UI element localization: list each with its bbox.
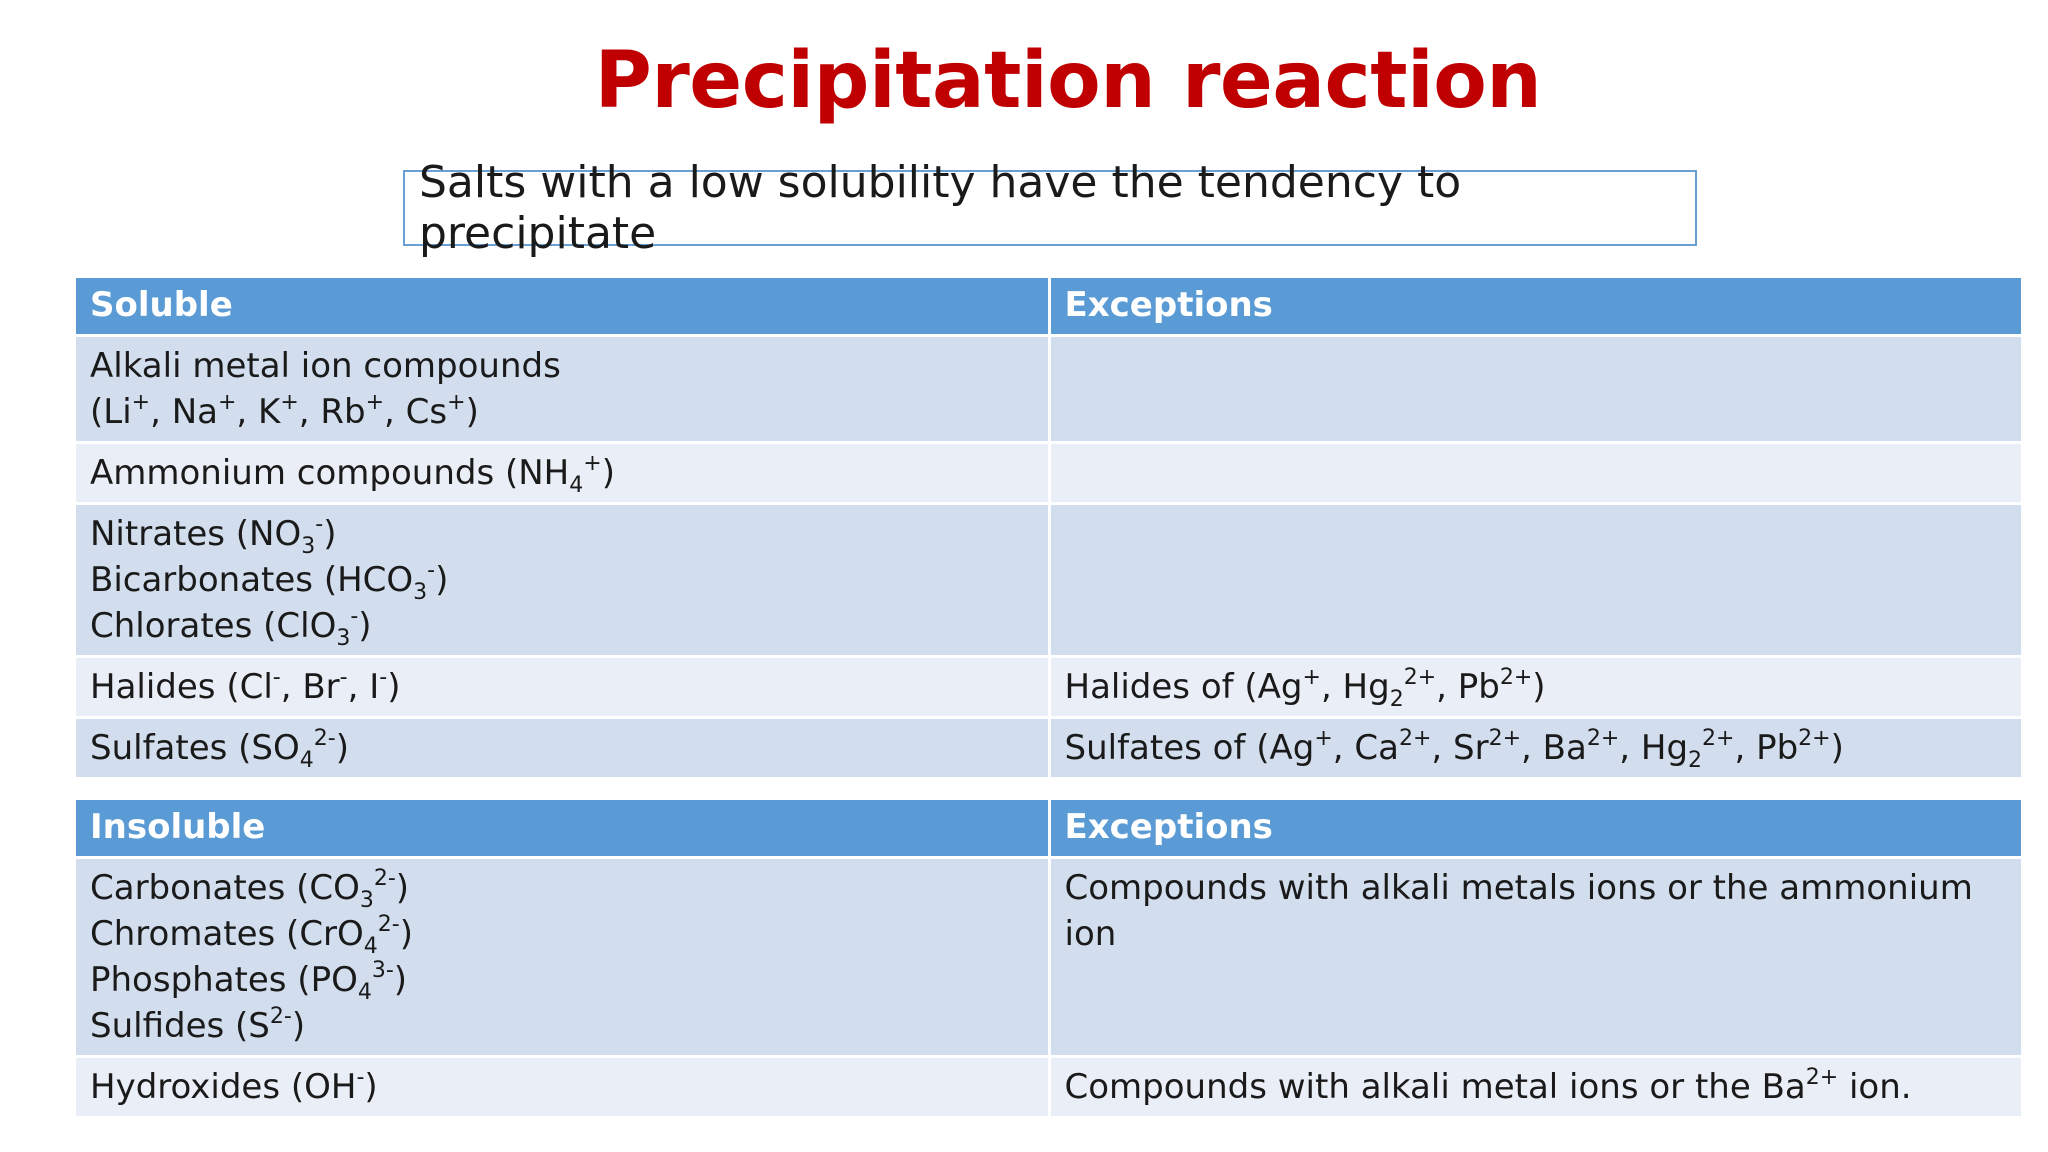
table-row: Sulfates (SO42-) Sulfates of (Ag+, Ca2+, …: [76, 717, 2024, 780]
cell-line: Chromates (CrO42-): [90, 912, 413, 959]
compound-cell: Carbonates (CO32-) Chromates (CrO42-) Phos…: [76, 857, 1051, 1058]
cell-line: Sulfides (S2-): [90, 1004, 306, 1047]
exception-cell: Sulfates of (Ag+, Ca2+, Sr2+, Ba2+, Hg22…: [1049, 717, 2024, 780]
compound-cell: Nitrates (NO3-) Bicarbonates (HCO3-) Chlor…: [76, 503, 1051, 658]
column-header-exceptions: Exceptions: [1049, 278, 2024, 337]
compound-cell: Halides (Cl-, Br-, I-): [76, 656, 1051, 719]
table-header-row: Insoluble Exceptions: [76, 800, 2024, 859]
cell-line: Sulfates of (Ag+, Ca2+, Sr2+, Ba2+, Hg22…: [1064, 726, 1844, 773]
soluble-table: Soluble Exceptions Alkali metal ion compo…: [76, 278, 2024, 780]
cell-line: Ammonium compounds (NH4+): [90, 451, 615, 498]
cell-line: Halides of (Ag+, Hg22+, Pb2+): [1064, 665, 1546, 712]
exception-cell: [1049, 442, 2024, 505]
table-row: Ammonium compounds (NH4+): [76, 442, 2024, 505]
exception-cell: Halides of (Ag+, Hg22+, Pb2+): [1049, 656, 2024, 719]
compound-cell: Hydroxides (OH-): [76, 1056, 1051, 1119]
subtitle-box: Salts with a low solubility have the ten…: [403, 157, 1697, 259]
exception-cell: Compounds with alkali metal ions or the …: [1049, 1056, 2024, 1119]
column-header-category: Insoluble: [76, 800, 1051, 859]
cell-line: Hydroxides (OH-): [90, 1065, 378, 1108]
table-row: Carbonates (CO32-) Chromates (CrO42-) Phos…: [76, 857, 2024, 1058]
cell-line: Sulfates (SO42-): [90, 726, 349, 773]
subtitle-text: Salts with a low solubility have the ten…: [419, 157, 1462, 259]
cell-line: Alkali metal ion compounds: [90, 346, 561, 386]
cell-line: Compounds with alkali metal ions or the …: [1064, 1065, 1912, 1108]
cell-line: Chlorates (ClO3-): [90, 604, 372, 651]
cell-line: Halides (Cl-, Br-, I-): [90, 665, 401, 708]
table-row: Hydroxides (OH-) Compounds with alkali me…: [76, 1056, 2024, 1119]
exception-cell: Compounds with alkali metals ions or the…: [1049, 857, 2024, 1058]
exception-cell: [1049, 335, 2024, 444]
compound-cell: Alkali metal ion compounds (Li+, Na+, K+,…: [76, 335, 1051, 444]
table-row: Alkali metal ion compounds (Li+, Na+, K+,…: [76, 335, 2024, 444]
page-title: Precipitation reaction: [594, 36, 1542, 126]
cell-line: Compounds with alkali metals ions or the…: [1064, 868, 1973, 954]
column-header-category: Soluble: [76, 278, 1051, 337]
table-row: Halides (Cl-, Br-, I-) Halides of (Ag+, H…: [76, 656, 2024, 719]
compound-cell: Sulfates (SO42-): [76, 717, 1051, 780]
table-header-row: Soluble Exceptions: [76, 278, 2024, 337]
insoluble-table: Insoluble Exceptions Carbonates (CO32-) Ch…: [76, 800, 2024, 1119]
compound-cell: Ammonium compounds (NH4+): [76, 442, 1051, 505]
cell-line: Phosphates (PO43-): [90, 958, 408, 1005]
cell-line: Nitrates (NO3-): [90, 512, 337, 559]
table-row: Nitrates (NO3-) Bicarbonates (HCO3-) Chlor…: [76, 503, 2024, 658]
cell-line: (Li+, Na+, K+, Rb+, Cs+): [90, 390, 479, 433]
exception-cell: [1049, 503, 2024, 658]
cell-line: Bicarbonates (HCO3-): [90, 558, 449, 605]
cell-line: Carbonates (CO32-): [90, 866, 410, 913]
column-header-exceptions: Exceptions: [1049, 800, 2024, 859]
